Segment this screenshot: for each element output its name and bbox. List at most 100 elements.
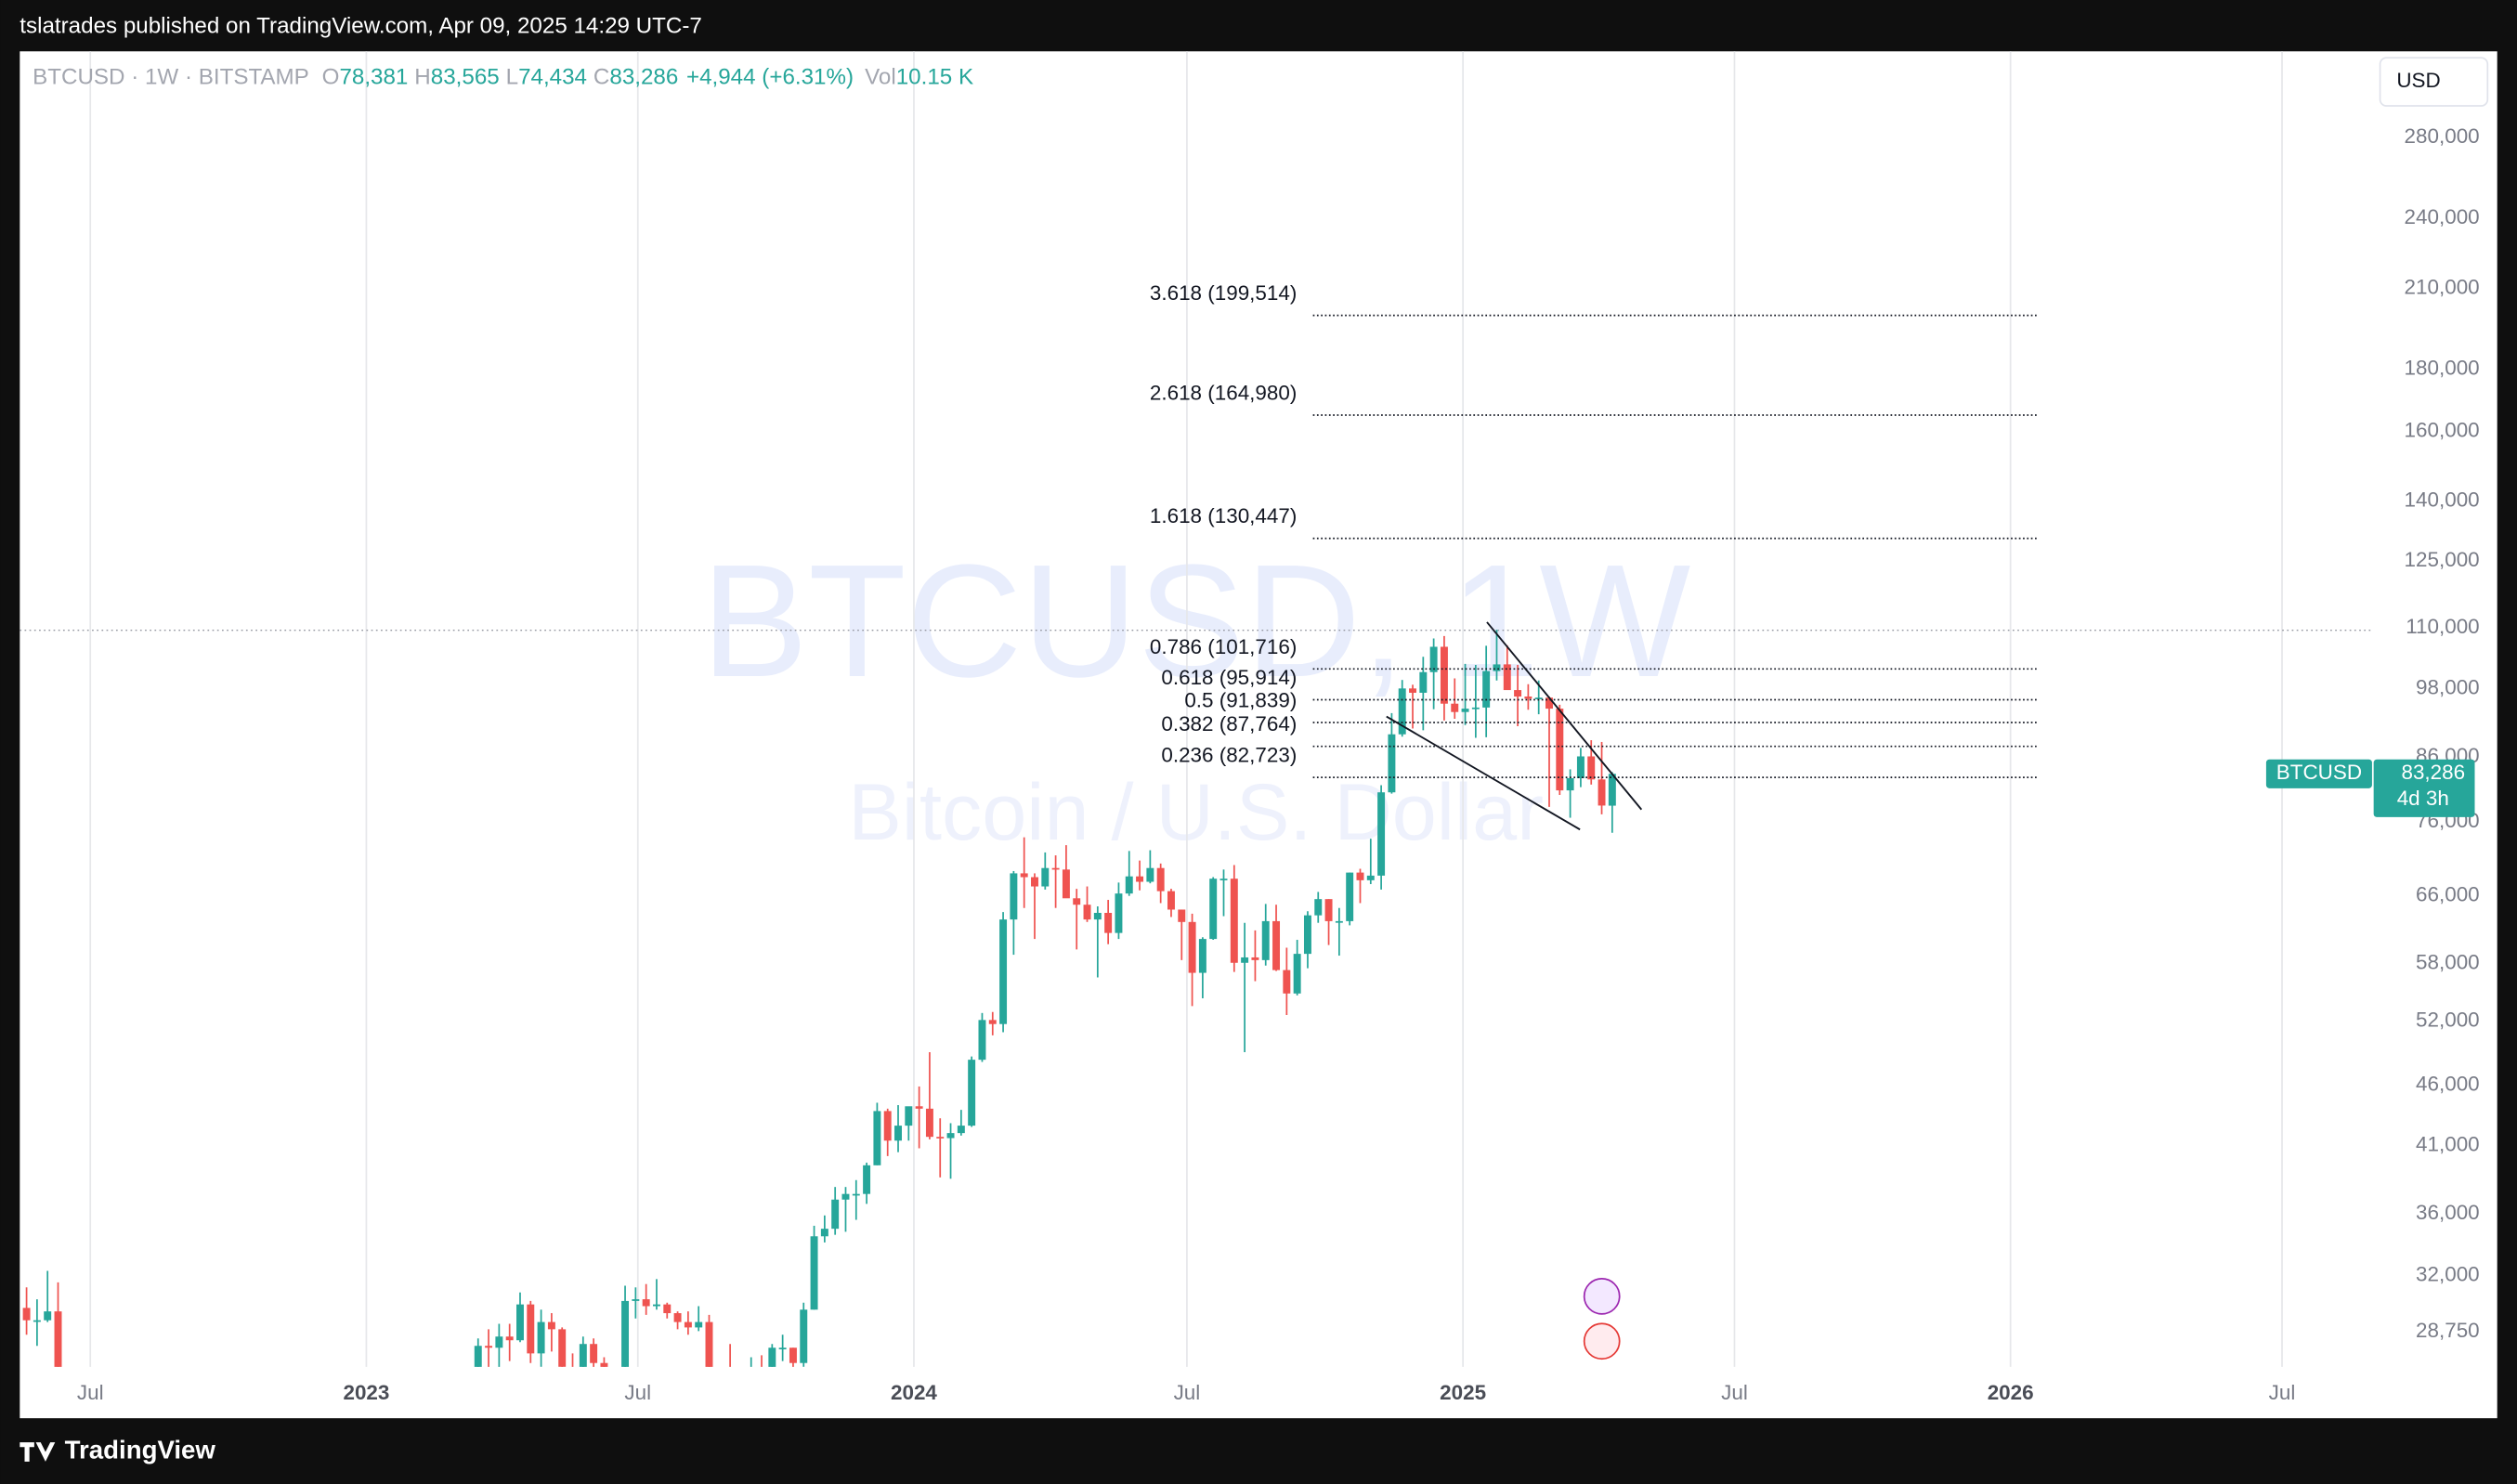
x-tick-label: 2025	[1440, 1381, 1486, 1404]
candle-body	[1346, 872, 1354, 921]
fib-label: 0.786 (101,716)	[1150, 635, 1297, 658]
candle-body	[978, 1020, 986, 1061]
x-tick-label: 2024	[891, 1381, 937, 1404]
fib-label: 2.618 (164,980)	[1150, 382, 1297, 405]
y-tick-label: 52,000	[2416, 1008, 2480, 1031]
x-tick-label: Jul	[1721, 1381, 1748, 1404]
candle-body	[925, 1108, 933, 1138]
candle-body	[695, 1321, 703, 1328]
candle-body	[883, 1111, 892, 1141]
candle-body	[1388, 734, 1396, 793]
candle-body	[1314, 899, 1323, 916]
candle-body	[957, 1126, 965, 1134]
ohlc-value: 74,434	[518, 65, 587, 90]
symbol: BTCUSD · 1W · BITSTAMP	[33, 65, 309, 90]
candle-body	[1167, 891, 1175, 910]
candle-body	[1514, 690, 1522, 697]
candle-body	[1083, 905, 1091, 920]
candle-body	[1545, 697, 1553, 709]
candle-body	[1366, 875, 1375, 880]
candle-body	[1524, 696, 1532, 699]
candle-body	[1482, 670, 1491, 708]
candle-body	[1556, 709, 1564, 791]
y-tick-label: 160,000	[2405, 418, 2480, 441]
candle-body	[778, 1347, 787, 1349]
fib-label: 1.618 (130,447)	[1150, 504, 1297, 527]
candle-body	[1356, 872, 1364, 880]
candle-body	[1188, 921, 1196, 973]
candle-body	[841, 1193, 850, 1200]
candle-body	[673, 1313, 682, 1322]
candle-body	[1272, 920, 1281, 970]
candle-body	[558, 1329, 567, 1367]
ohlc-key: C	[593, 65, 609, 90]
candle-body	[1104, 912, 1113, 933]
trendline	[1386, 715, 1581, 831]
candle-body	[537, 1321, 545, 1354]
fib-label: 0.382 (87,764)	[1161, 712, 1297, 735]
symbol-legend: BTCUSD · 1W · BITSTAMP O78,381 H83,565 L74,…	[33, 65, 973, 90]
candle-body	[1398, 688, 1406, 735]
candle-body	[852, 1193, 860, 1196]
x-tick-label: 2026	[1988, 1381, 2034, 1404]
candle-body	[905, 1106, 913, 1126]
fib-label: 0.618 (95,914)	[1161, 666, 1297, 689]
candle-body	[1261, 920, 1270, 960]
candle-body	[1031, 877, 1038, 887]
candle-body	[33, 1320, 41, 1322]
candle-body	[894, 1126, 902, 1141]
ohlc-value: 83,286	[609, 65, 678, 90]
candle-body	[968, 1060, 976, 1126]
event-icons	[1583, 1278, 1621, 1360]
y-tick-label: 98,000	[2416, 675, 2480, 698]
ohlc-value: 78,381	[339, 65, 408, 90]
candle-body	[1419, 671, 1428, 693]
candle-body	[1073, 898, 1081, 905]
candle-body	[642, 1299, 650, 1307]
candle-body	[1566, 777, 1574, 791]
candle-body	[1051, 867, 1060, 870]
y-tick-label: 58,000	[2416, 951, 2480, 974]
y-tick-label: 280,000	[2405, 124, 2480, 148]
candle-body	[516, 1304, 524, 1341]
y-tick-label: 240,000	[2405, 205, 2480, 228]
fib-label: 3.618 (199,514)	[1150, 281, 1297, 305]
candle-body	[485, 1346, 493, 1348]
candle-body	[505, 1336, 514, 1341]
candle-body	[1587, 756, 1596, 780]
fib-label: 0.236 (82,723)	[1161, 744, 1297, 767]
candle-body	[1115, 893, 1123, 933]
candle-body	[1503, 664, 1511, 691]
candle-body	[1230, 879, 1238, 963]
candle-body	[1198, 939, 1206, 973]
candle-body	[768, 1347, 776, 1367]
candle-body	[810, 1236, 818, 1310]
candle-body	[1041, 867, 1050, 887]
price-tag-value: 83,286	[2401, 761, 2465, 784]
candle-body	[1241, 957, 1249, 963]
candle-body	[999, 919, 1008, 1024]
price-tag-name: BTCUSD	[2276, 761, 2362, 784]
x-tick-label: Jul	[624, 1381, 651, 1404]
candle-body	[44, 1311, 52, 1321]
candle-body	[936, 1137, 945, 1139]
candle-body	[1461, 709, 1469, 712]
brand-logo	[20, 1442, 56, 1462]
currency-label: USD	[2396, 69, 2440, 92]
candle-body	[1377, 792, 1386, 876]
currency-button[interactable]	[2379, 57, 2489, 107]
candle-body	[1062, 869, 1070, 899]
header-text: tslatrades published on TradingView.com,…	[20, 14, 702, 39]
candle-body	[1451, 703, 1459, 712]
candle-body	[1429, 646, 1438, 672]
ohlc-key: H	[414, 65, 430, 90]
candle-body	[1335, 920, 1343, 923]
candle-body	[474, 1346, 482, 1367]
candle-body	[789, 1347, 797, 1363]
y-tick-label: 210,000	[2405, 276, 2480, 299]
candle-body	[663, 1304, 672, 1314]
candle-body	[590, 1344, 598, 1363]
candle-body	[988, 1020, 997, 1024]
ohlc-key: O	[322, 65, 340, 90]
